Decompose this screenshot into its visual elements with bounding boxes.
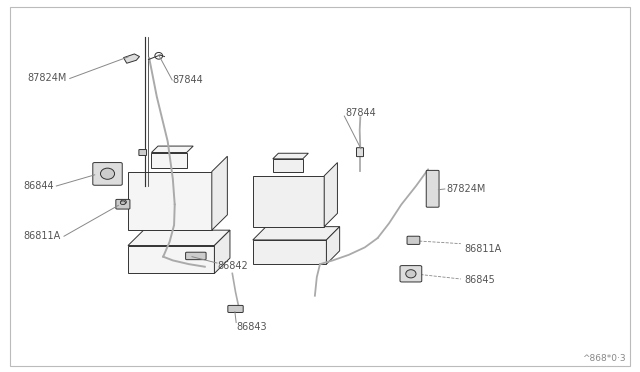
Polygon shape [253,176,324,227]
Text: 87824M: 87824M [446,184,486,194]
Polygon shape [324,163,337,227]
Ellipse shape [120,200,127,204]
Ellipse shape [406,270,416,278]
Text: 86845: 86845 [464,275,495,285]
Text: 86843: 86843 [237,323,268,332]
FancyBboxPatch shape [426,170,439,207]
Polygon shape [214,230,230,273]
FancyBboxPatch shape [228,305,243,312]
Text: 86811A: 86811A [464,244,501,254]
FancyBboxPatch shape [186,252,206,260]
Polygon shape [253,240,326,264]
FancyBboxPatch shape [93,163,122,185]
Text: 87844: 87844 [346,109,376,118]
Polygon shape [253,227,340,240]
Polygon shape [326,227,340,264]
FancyBboxPatch shape [407,236,420,244]
FancyBboxPatch shape [116,199,130,209]
Ellipse shape [100,168,115,179]
Ellipse shape [120,201,125,205]
Text: 87844: 87844 [173,75,204,85]
Polygon shape [273,159,303,172]
Text: 87824M: 87824M [27,74,67,83]
Polygon shape [273,153,308,159]
Text: ^868*0·3: ^868*0·3 [582,354,626,363]
FancyBboxPatch shape [139,150,147,155]
Polygon shape [128,246,214,273]
Text: 86842: 86842 [218,261,248,271]
Polygon shape [152,146,193,153]
Text: 86844: 86844 [23,181,54,191]
Text: 86811A: 86811A [23,231,60,241]
Polygon shape [152,153,187,168]
FancyBboxPatch shape [356,148,364,157]
Polygon shape [128,171,212,230]
Polygon shape [124,54,140,63]
Polygon shape [128,230,230,246]
Polygon shape [212,156,227,230]
FancyBboxPatch shape [400,266,422,282]
